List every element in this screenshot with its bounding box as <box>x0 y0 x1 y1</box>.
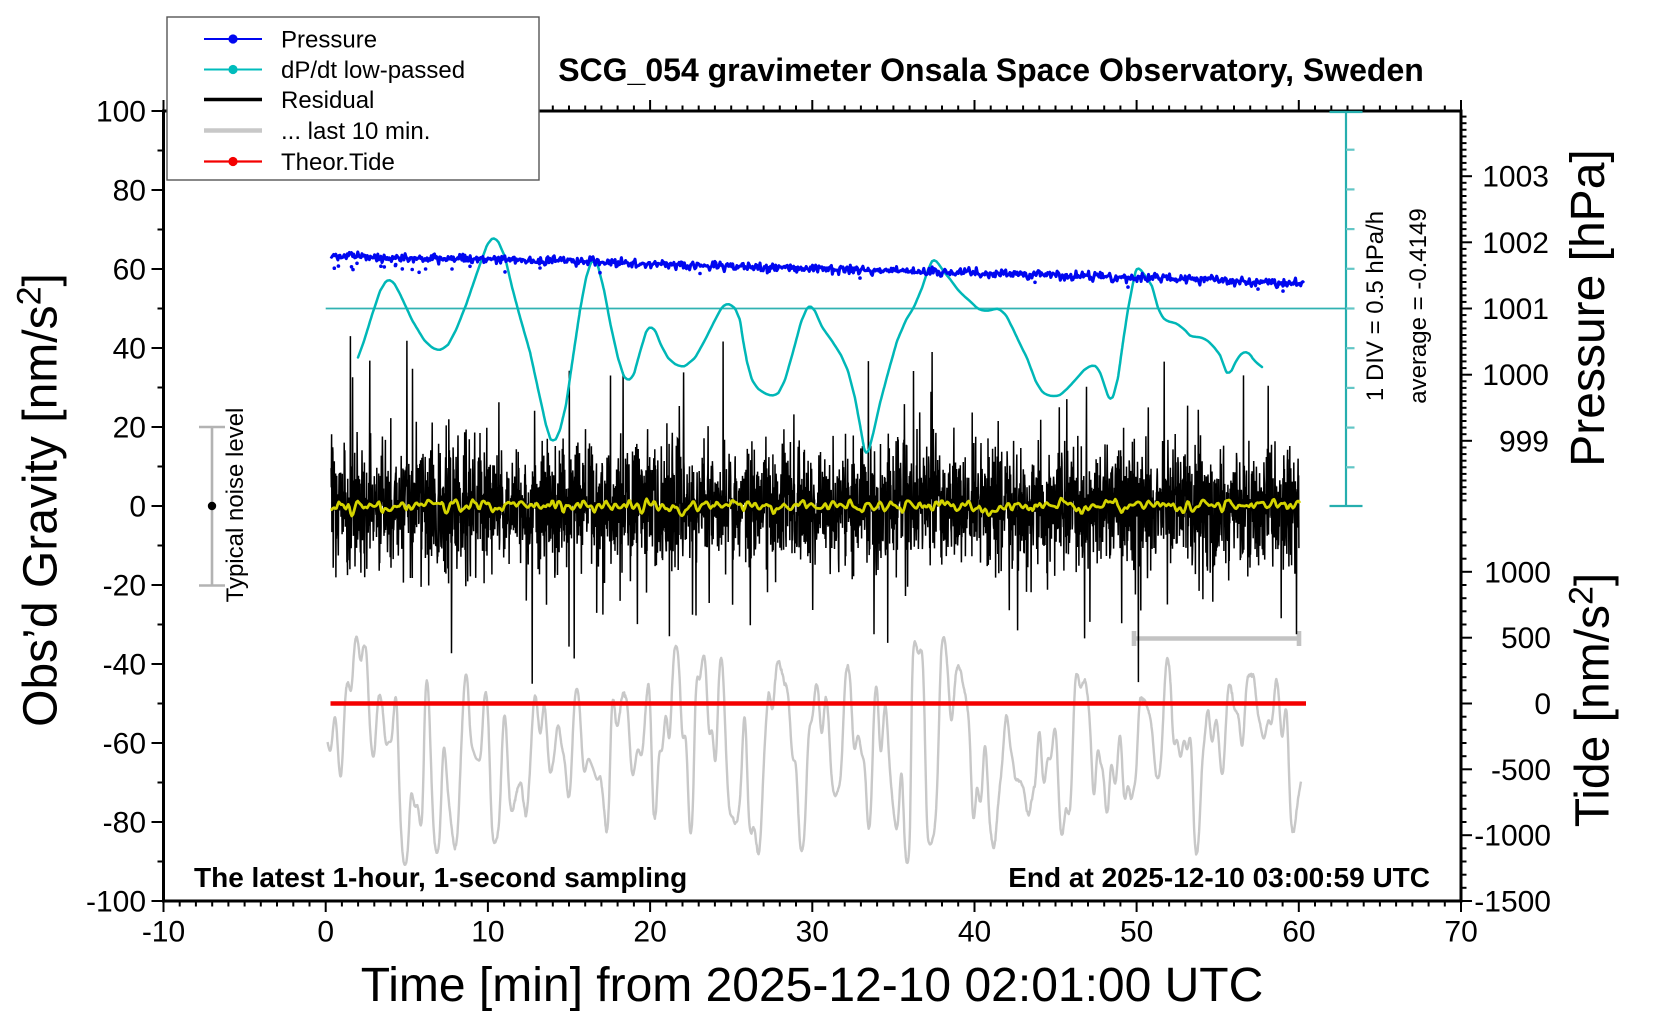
svg-text:20: 20 <box>113 412 146 445</box>
svg-text:70: 70 <box>1444 916 1477 949</box>
svg-text:Pressure: Pressure <box>281 27 377 54</box>
svg-text:60: 60 <box>1282 916 1315 949</box>
svg-text:1000: 1000 <box>1484 556 1551 589</box>
svg-text:-500: -500 <box>1491 754 1551 787</box>
svg-text:30: 30 <box>796 916 829 949</box>
svg-text:-1000: -1000 <box>1474 820 1551 853</box>
svg-text:Typical noise level: Typical noise level <box>222 408 249 603</box>
svg-text:999: 999 <box>1499 425 1549 458</box>
svg-text:1001: 1001 <box>1482 293 1549 326</box>
svg-text:Time [min] from 2025-12-10 02:: Time [min] from 2025-12-10 02:01:00 UTC <box>361 959 1264 1012</box>
svg-text:dP/dt low-passed: dP/dt low-passed <box>281 57 465 84</box>
svg-text:Theor.Tide: Theor.Tide <box>281 149 395 176</box>
svg-text:1 DIV = 0.5 hPa/h: 1 DIV = 0.5 hPa/h <box>1362 211 1389 401</box>
svg-text:Obs’d Gravity [nm/s2]: Obs’d Gravity [nm/s2] <box>11 273 68 727</box>
svg-text:20: 20 <box>633 916 666 949</box>
svg-text:-80: -80 <box>103 807 146 840</box>
svg-text:10: 10 <box>471 916 504 949</box>
svg-text:-1500: -1500 <box>1474 886 1551 919</box>
svg-text:average = -0.4149: average = -0.4149 <box>1405 208 1432 403</box>
svg-text:SCG_054 gravimeter Onsala Spac: SCG_054 gravimeter Onsala Space Observat… <box>558 52 1424 88</box>
svg-text:-40: -40 <box>103 649 146 682</box>
svg-text:40: 40 <box>958 916 991 949</box>
svg-text:60: 60 <box>113 254 146 287</box>
svg-text:0: 0 <box>317 916 334 949</box>
svg-text:40: 40 <box>113 333 146 366</box>
svg-text:1002: 1002 <box>1482 227 1549 260</box>
svg-text:50: 50 <box>1120 916 1153 949</box>
svg-text:... last 10 min.: ... last 10 min. <box>281 118 430 145</box>
svg-text:-100: -100 <box>86 886 146 919</box>
svg-text:-10: -10 <box>142 916 185 949</box>
svg-text:The latest 1-hour, 1-second sa: The latest 1-hour, 1-second sampling <box>194 862 687 893</box>
svg-text:100: 100 <box>96 96 146 129</box>
svg-text:500: 500 <box>1501 622 1551 655</box>
svg-text:1003: 1003 <box>1482 161 1549 194</box>
svg-text:1000: 1000 <box>1482 359 1549 392</box>
svg-text:80: 80 <box>113 175 146 208</box>
svg-text:Pressure [hPa]: Pressure [hPa] <box>1562 149 1615 466</box>
svg-text:0: 0 <box>1534 688 1551 721</box>
svg-text:-60: -60 <box>103 728 146 761</box>
svg-text:End at 2025-12-10 03:00:59 UTC: End at 2025-12-10 03:00:59 UTC <box>1008 862 1430 893</box>
svg-text:Tide [nm/s2]: Tide [nm/s2] <box>1563 573 1620 828</box>
svg-text:-20: -20 <box>103 570 146 603</box>
svg-text:Residual: Residual <box>281 87 374 114</box>
svg-text:0: 0 <box>129 491 146 524</box>
